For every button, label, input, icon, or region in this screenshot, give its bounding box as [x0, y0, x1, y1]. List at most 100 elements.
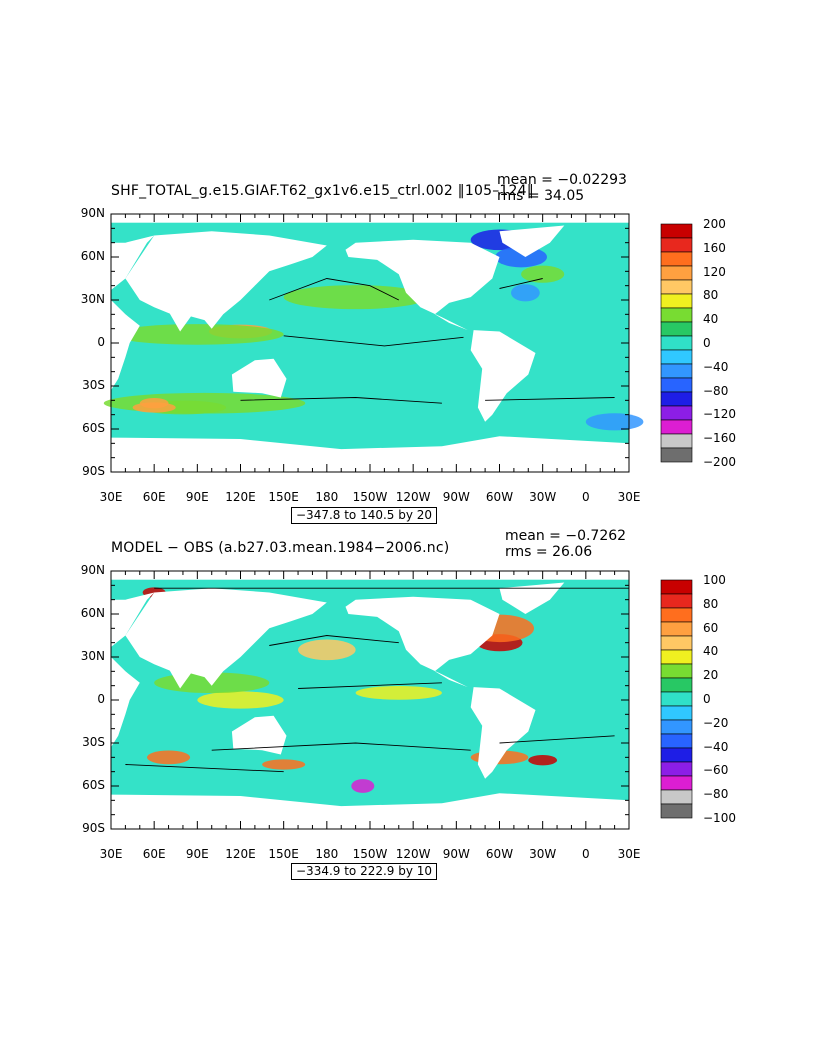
colorbar-swatch: [660, 649, 693, 665]
contour-line: [269, 635, 399, 646]
field-patch: [521, 265, 565, 283]
lat-label: 30S: [82, 735, 105, 749]
colorbar-swatch: [660, 677, 693, 693]
colorbar-label: −160: [703, 431, 736, 446]
colorbar-label: −100: [703, 811, 736, 825]
lon-label: 150W: [352, 490, 388, 504]
colorbar-swatch: [660, 293, 693, 309]
lat-label: 90N: [80, 563, 105, 577]
colorbar-label: −120: [703, 407, 736, 422]
lon-label: 0: [582, 490, 590, 504]
lon-label: 30E: [99, 490, 123, 504]
lat-label: 60S: [82, 421, 105, 435]
land-north-america: [345, 596, 500, 688]
land-south-america: [470, 687, 536, 779]
lon-label: 30E: [617, 847, 641, 861]
colorbar-swatch: [660, 349, 693, 365]
colorbar-swatch: [660, 789, 693, 805]
land-australia: [231, 358, 287, 398]
rms-value: rms = 26.06: [505, 544, 593, 560]
colorbar-swatch: [660, 705, 693, 721]
contour-range-label: −334.9 to 222.9 by 10: [291, 863, 438, 880]
colorbar-swatch: [660, 237, 693, 253]
rms-value: rms = 34.05: [497, 188, 585, 204]
colorbar-swatch: [660, 447, 693, 463]
contour-line: [211, 742, 471, 751]
lon-label: 90W: [442, 847, 470, 861]
colorbar-swatch: [660, 265, 693, 281]
field-patch: [146, 750, 191, 765]
land-antarctica: [111, 436, 629, 472]
lon-label: 90E: [185, 847, 209, 861]
field-patch: [262, 759, 306, 770]
colorbar-swatch: [660, 579, 693, 595]
lon-label: 90E: [185, 490, 209, 504]
colorbar-label: −80: [703, 787, 729, 802]
contour-line: [125, 764, 284, 773]
colorbar-swatch: [660, 363, 693, 379]
land-asia: [125, 588, 327, 686]
lon-label: 30E: [99, 847, 123, 861]
land-africa-europe: [111, 235, 155, 391]
colorbar-label: 120: [703, 264, 726, 279]
contour-range-label: −347.8 to 140.5 by 20: [291, 507, 438, 524]
lon-label: 30W: [529, 490, 557, 504]
lat-label: 90S: [82, 464, 105, 478]
land-india: [168, 311, 195, 332]
land-australia: [231, 715, 287, 755]
land-south-america: [470, 330, 536, 422]
map-panel-1: [103, 213, 693, 473]
lat-label: 0: [97, 692, 105, 706]
lon-label: 60W: [485, 847, 514, 861]
lon-label: 120E: [225, 490, 256, 504]
colorbar-label: −40: [703, 739, 729, 754]
lat-label: 60S: [82, 778, 105, 792]
colorbar-swatch: [660, 405, 693, 421]
field-patch: [511, 284, 540, 302]
colorbar-label: 40: [703, 312, 719, 327]
mean-value: mean = −0.02293: [497, 172, 627, 188]
field-patch: [585, 413, 644, 431]
contour-line: [499, 735, 615, 744]
colorbar-label: 60: [703, 620, 719, 635]
panel-title: SHF_TOTAL_g.e15.GIAF.T62_gx1v6.e15_ctrl.…: [111, 183, 534, 199]
lon-label: 120W: [395, 847, 431, 861]
colorbar-swatch: [660, 593, 693, 609]
lon-label: 30W: [529, 847, 557, 861]
colorbar-swatch: [660, 663, 693, 679]
lat-label: 90N: [80, 206, 105, 220]
contour-line: [485, 397, 615, 401]
lon-label: 60E: [142, 490, 166, 504]
contour-line: [499, 278, 543, 289]
lon-label: 120W: [395, 490, 431, 504]
map-panel-2: [110, 570, 693, 830]
lat-label: 60N: [80, 249, 105, 263]
colorbar-swatch: [660, 307, 693, 323]
contour-line: [240, 397, 442, 404]
colorbar-swatch: [660, 719, 693, 735]
field-patch: [110, 324, 284, 345]
lat-label: 60N: [80, 606, 105, 620]
colorbar-swatch: [660, 321, 693, 337]
land-asia: [125, 231, 327, 329]
colorbar-label: 160: [703, 240, 726, 255]
panel-title: MODEL − OBS (a.b27.03.mean.1984−2006.nc): [111, 540, 450, 556]
colorbar-swatch: [660, 419, 693, 435]
colorbar-swatch: [660, 747, 693, 763]
lon-label: 150W: [352, 847, 388, 861]
colorbar-swatch: [660, 433, 693, 449]
colorbar-label: 0: [703, 336, 711, 350]
contour-line: [269, 278, 400, 301]
field-patch: [355, 685, 442, 700]
colorbar-swatch: [660, 335, 693, 351]
contour-line: [283, 335, 464, 347]
lon-label: 30E: [617, 490, 641, 504]
colorbar-label: 100: [703, 573, 726, 587]
colorbar-label: 40: [703, 644, 719, 659]
colorbar-label: −200: [703, 455, 736, 469]
colorbar-swatch: [660, 775, 693, 791]
colorbar-swatch: [660, 733, 693, 749]
lon-label: 180: [315, 490, 339, 504]
lat-label: 0: [97, 335, 105, 349]
